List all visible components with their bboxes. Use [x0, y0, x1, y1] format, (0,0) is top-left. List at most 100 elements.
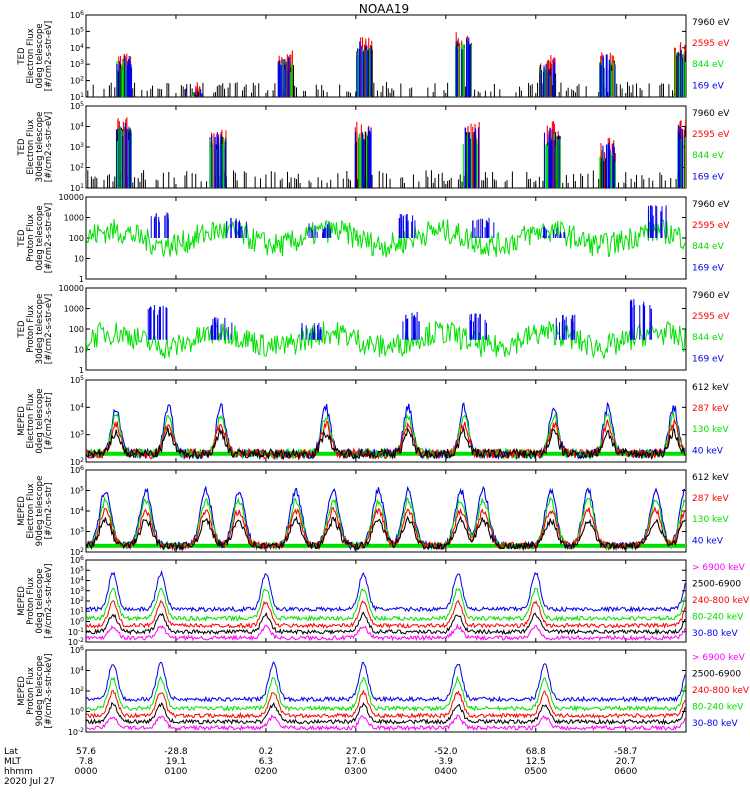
- footer-value: 0200: [254, 767, 277, 777]
- legend-entry: 240-800 keV: [692, 596, 750, 606]
- y-axis-label-line: MEPED: [17, 496, 27, 526]
- footer-value: -52.0: [434, 747, 458, 757]
- y-tick-label: 106: [70, 645, 84, 655]
- legend-entry: 844 eV: [692, 60, 725, 70]
- legend-entry: > 6900 keV: [692, 653, 746, 663]
- y-tick-label: 101: [70, 92, 84, 102]
- footer-value: 17.6: [346, 757, 366, 767]
- y-tick-label: 102: [70, 163, 84, 173]
- legend-entry: 130 keV: [692, 515, 729, 525]
- y-tick-label: 1: [79, 366, 84, 375]
- y-axis-label-line: MEPED: [17, 586, 27, 616]
- series-612-keV: [86, 427, 686, 461]
- series-30-80-keV: [86, 661, 686, 703]
- legend-entry: 7960 eV: [692, 109, 730, 119]
- footer-axis: Lat 57.6 -28.8 0.2 27.0 -52.0 68.8 -58.7 MLT 7.8 1…: [4, 747, 637, 787]
- panel-frame: [85, 287, 687, 371]
- y-tick-label: 103: [70, 142, 84, 152]
- y-axis-label-line: MEPED: [17, 406, 27, 436]
- y-axis-label-line: Electron Flux: [26, 28, 36, 83]
- y-tick-label: 105: [70, 565, 84, 575]
- y-tick-label: 102: [70, 686, 84, 696]
- y-tick-label: 104: [70, 402, 84, 412]
- y-tick-label: 102: [70, 596, 84, 606]
- y-tick-label: 104: [70, 666, 84, 676]
- y-tick-label: 1000: [64, 214, 84, 223]
- y-axis-label-line: Electron Flux: [26, 483, 36, 538]
- y-tick-label: 106: [70, 555, 84, 565]
- footer-value: 19.1: [166, 757, 186, 767]
- legend-entry: 844 eV: [692, 242, 725, 252]
- series-130-keV: [86, 496, 686, 552]
- series-612-keV: [86, 515, 686, 552]
- y-axis-label-line: [#/cm2-s-str-eV]: [44, 294, 54, 364]
- legend-entry: 844 eV: [692, 333, 725, 343]
- series-240-800-keV: [86, 689, 686, 720]
- legend-entry: 2595 eV: [692, 221, 730, 231]
- y-tick-label: 100: [70, 617, 84, 627]
- legend-entry: 2595 eV: [692, 312, 730, 322]
- y-axis-label-line: Proton Flux: [26, 305, 36, 353]
- y-tick-label: 100: [70, 707, 84, 717]
- y-tick-label: 101: [70, 606, 84, 616]
- legend-entry: 40 keV: [692, 446, 724, 456]
- y-axis-label-line: 0deg telescope: [35, 205, 45, 270]
- y-tick-label: 10: [74, 255, 84, 264]
- y-tick-label: 104: [70, 122, 84, 132]
- footer-value: -58.7: [614, 747, 637, 757]
- legend-entry: > 6900 keV: [692, 563, 746, 573]
- series-844eV: [86, 217, 686, 258]
- footer-row-label: Lat: [4, 747, 19, 757]
- legend-entry: 169 eV: [692, 172, 725, 182]
- y-axis-label-line: 30deg telescope: [35, 294, 45, 365]
- footer-date: 2020 Jul 27: [4, 777, 55, 787]
- y-axis-label-line: TED: [17, 47, 27, 66]
- legend-entry: 240-800 keV: [692, 686, 750, 696]
- y-axis-label-line: TED: [17, 229, 27, 248]
- footer-value: 0400: [434, 767, 457, 777]
- plot-area: [86, 299, 686, 361]
- footer-value: 7.8: [79, 757, 94, 767]
- y-tick-label: 100: [69, 234, 84, 243]
- panel-3: 1 10 100 1000 10000 TED Proton Flux 0deg telesc…: [17, 193, 730, 284]
- panel-5: 102 103 104 105 MEPED Electron Flux 0deg teles…: [17, 375, 729, 467]
- footer-value: 0.2: [259, 747, 273, 757]
- series-2500-6900: [86, 701, 686, 726]
- series->-6900-keV: [86, 714, 686, 732]
- y-tick-label: 1000: [64, 305, 84, 314]
- footer-value: 57.6: [76, 747, 96, 757]
- series-2500-6900: [86, 611, 686, 636]
- y-tick-label: 106: [70, 10, 84, 20]
- y-tick-label: 10-2: [68, 727, 84, 737]
- series-130keV-floor: [86, 543, 686, 548]
- y-tick-label: 10: [74, 346, 84, 355]
- plot-area: [86, 485, 686, 552]
- legend-entry: 80-240 keV: [692, 703, 744, 713]
- y-axis-label-line: Electron Flux: [26, 393, 36, 448]
- legend-entry: 169 eV: [692, 354, 725, 364]
- panel-1: 101 102 103 104 105 106 TED Electron Flux 0deg t…: [17, 10, 730, 102]
- y-axis-label-line: MEPED: [17, 676, 27, 706]
- legend-entry: 844 eV: [692, 151, 725, 161]
- series-80-240-keV: [86, 587, 686, 622]
- panel-8: 10-2 100 102 104 106 MEPED Proton Flux 90deg te…: [17, 645, 750, 737]
- footer-value: 68.8: [526, 747, 546, 757]
- y-tick-label: 104: [70, 506, 84, 516]
- y-axis-label-line: 0deg telescope: [35, 568, 45, 633]
- legend-entry: 7960 eV: [692, 200, 730, 210]
- y-tick-label: 105: [70, 26, 84, 36]
- y-tick-label: 103: [70, 430, 84, 440]
- series->-6900-keV: [86, 623, 686, 642]
- y-tick-label: 103: [70, 527, 84, 537]
- y-tick-label: 103: [70, 59, 84, 69]
- legend-entry: 169 eV: [692, 263, 725, 273]
- footer-value: 0300: [344, 767, 367, 777]
- y-axis-label-line: [#/cm2-s-str-eV]: [44, 112, 54, 182]
- panel-6: 102 103 104 105 106 MEPED Electron Flux 90deg t…: [17, 465, 729, 557]
- panel-2: 101 102 103 104 105 TED Electron Flux 30deg tel…: [17, 101, 730, 193]
- legend-entry: 2500-6900: [692, 670, 741, 680]
- y-tick-label: 106: [70, 465, 84, 475]
- y-tick-label: 102: [70, 76, 84, 86]
